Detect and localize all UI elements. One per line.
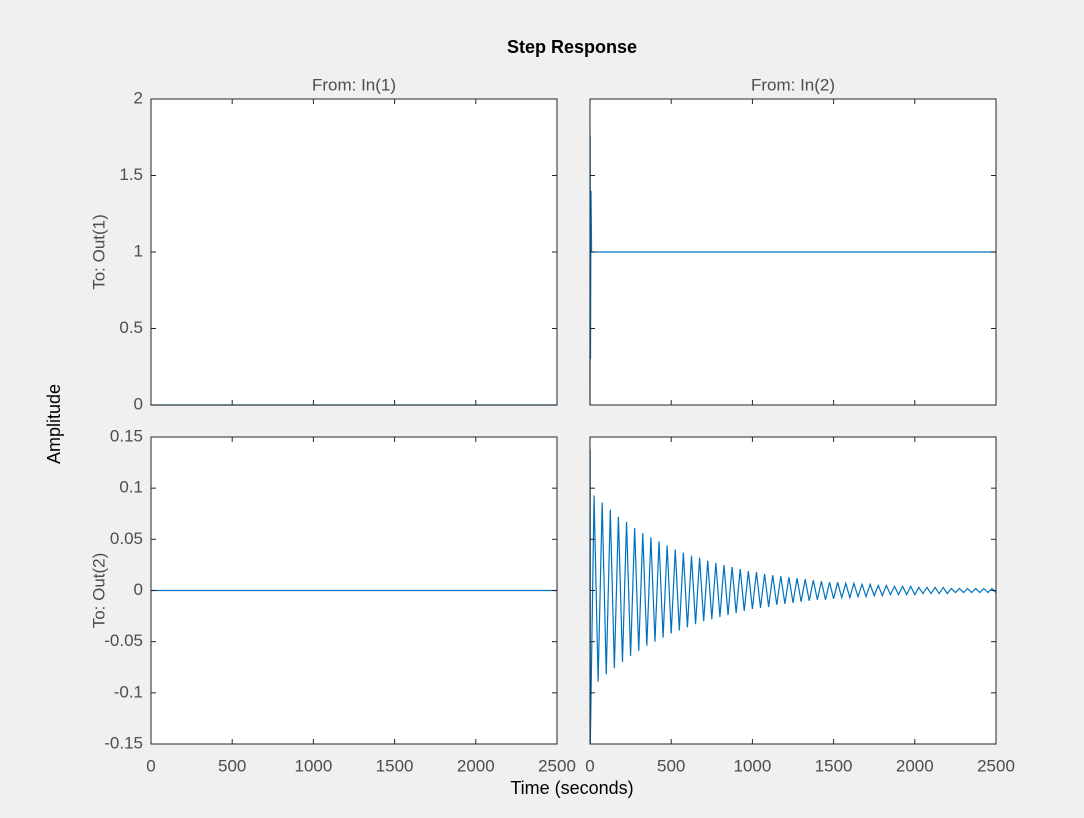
subplot-y-label: To: Out(1) [89, 214, 108, 290]
y-tick-label: -0.05 [104, 631, 143, 650]
x-tick-label: 500 [657, 756, 685, 775]
subplot-title: From: In(1) [312, 75, 396, 94]
y-tick-label: 0.5 [119, 318, 143, 337]
x-tick-label: 1500 [815, 756, 853, 775]
x-tick-label: 500 [218, 756, 246, 775]
y-tick-label: 1 [134, 241, 143, 260]
y-tick-label: 0 [134, 394, 143, 413]
x-tick-label: 2500 [538, 756, 576, 775]
x-tick-label: 2000 [457, 756, 495, 775]
x-tick-label: 1000 [733, 756, 771, 775]
y-tick-label: 0 [134, 580, 143, 599]
figure-title: Step Response [507, 37, 637, 57]
y-axis-label: Amplitude [44, 384, 64, 464]
plot-area [590, 437, 996, 744]
y-tick-label: 1.5 [119, 165, 143, 184]
y-tick-label: 0.05 [110, 529, 143, 548]
x-tick-label: 1500 [376, 756, 414, 775]
y-tick-label: 0.1 [119, 478, 143, 497]
y-tick-label: -0.1 [114, 682, 143, 701]
x-tick-label: 1000 [294, 756, 332, 775]
y-tick-label: 2 [134, 88, 143, 107]
x-tick-label: 0 [146, 756, 155, 775]
x-axis-label: Time (seconds) [510, 778, 633, 798]
data-line [589, 450, 997, 745]
x-tick-label: 2500 [977, 756, 1015, 775]
plot-area [151, 99, 557, 405]
y-tick-label: -0.15 [104, 733, 143, 752]
subplot-title: From: In(2) [751, 75, 835, 94]
x-tick-label: 2000 [896, 756, 934, 775]
y-tick-label: 0.15 [110, 426, 143, 445]
subplot-y-label: To: Out(2) [89, 553, 108, 629]
x-tick-label: 0 [585, 756, 594, 775]
